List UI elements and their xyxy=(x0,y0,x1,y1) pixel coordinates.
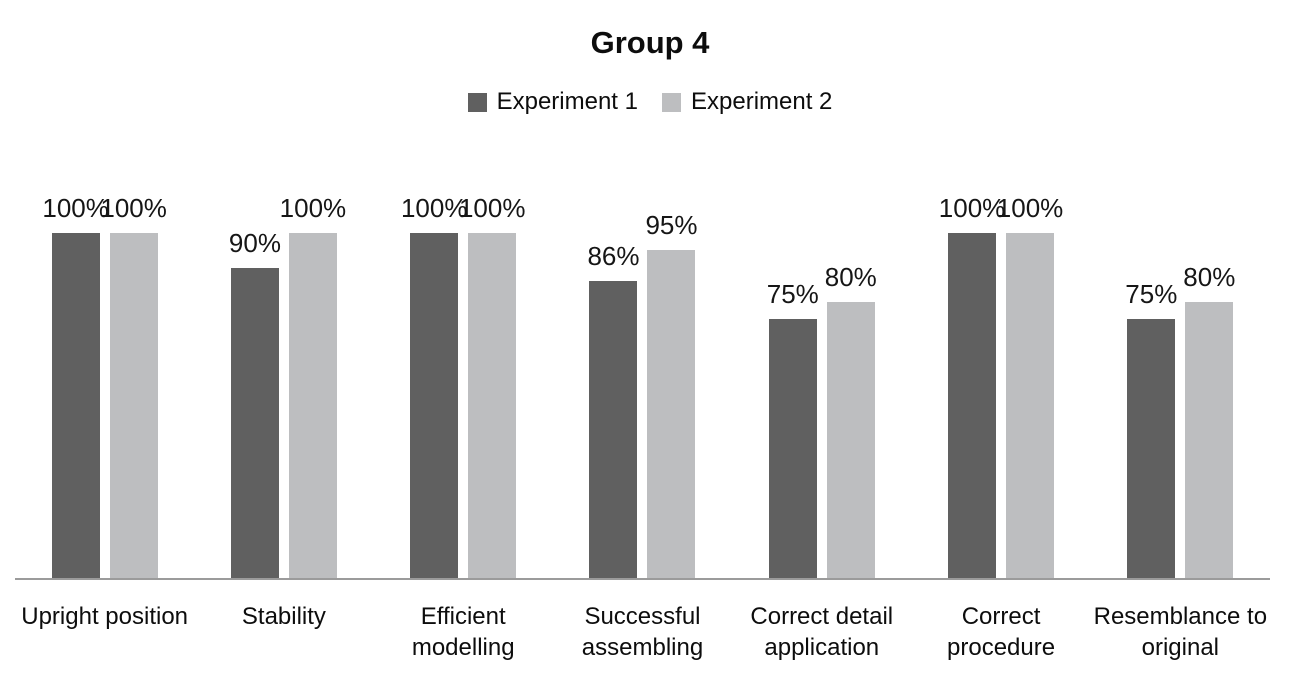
category-label-correct-procedure: Correct procedure xyxy=(947,603,1056,661)
bar-experiment-1-stability xyxy=(230,267,279,578)
category-label-efficient-modelling: Efficient modelling xyxy=(411,603,515,661)
bar-wrap-experiment-2-stability: 100% xyxy=(280,193,346,578)
bar-experiment-1-correct-procedure xyxy=(948,233,997,578)
x-axis-line xyxy=(15,578,1270,580)
legend-item-experiment-2: Experiment 2 xyxy=(662,88,832,116)
category-label-successful-assembling: Successful assembling xyxy=(581,603,704,661)
category-label-stability: Stability xyxy=(241,603,326,630)
bar-experiment-2-stability xyxy=(288,233,337,578)
bar-value-label: 75% xyxy=(766,279,819,310)
bar-experiment-1-successful-assembling xyxy=(589,281,638,578)
bar-value-label: 80% xyxy=(1183,262,1236,292)
bar-wrap-experiment-1-efficient-modelling: 100% xyxy=(401,193,467,578)
bar-value-label: 100% xyxy=(938,193,1006,223)
bar-wrap-experiment-2-correct-procedure: 100% xyxy=(997,193,1063,578)
bar-wrap-experiment-2-resemblance-to-original: 80% xyxy=(1183,262,1235,578)
bar-experiment-2-correct-detail-application xyxy=(826,302,875,578)
bar-value-label: 100% xyxy=(400,193,468,223)
category-label-upright-position: Upright position xyxy=(21,603,189,630)
bar-experiment-2-resemblance-to-original xyxy=(1185,302,1234,578)
bar-value-label: 80% xyxy=(824,262,877,292)
bar-value-label: 100% xyxy=(42,193,109,223)
bar-wrap-experiment-2-correct-detail-application: 80% xyxy=(825,262,877,578)
bar-group-correct-detail-application: 75% 80% xyxy=(732,160,911,578)
bar-experiment-1-resemblance-to-original xyxy=(1127,319,1176,578)
legend-item-experiment-1: Experiment 1 xyxy=(467,88,638,116)
bar-wrap-experiment-2-efficient-modelling: 100% xyxy=(459,193,525,578)
bar-experiment-1-efficient-modelling xyxy=(410,233,459,578)
bar-wrap-experiment-1-correct-procedure: 100% xyxy=(939,193,1005,578)
bar-experiment-2-upright-position xyxy=(109,233,158,578)
bar-value-label: 100% xyxy=(996,193,1064,223)
category-label-correct-detail-application: Correct detail application xyxy=(750,603,894,661)
bar-group-resemblance-to-original: 75% 80% xyxy=(1091,160,1270,578)
chart-legend: Experiment 1 Experiment 2 xyxy=(0,88,1300,116)
bar-experiment-1-upright-position xyxy=(51,233,100,578)
bar-value-label: 75% xyxy=(1125,279,1178,310)
bar-experiment-2-efficient-modelling xyxy=(468,233,517,578)
bar-experiment-1-correct-detail-application xyxy=(768,319,817,578)
legend-label: Experiment 1 xyxy=(496,88,638,115)
bar-wrap-experiment-2-successful-assembling: 95% xyxy=(645,210,698,578)
bar-wrap-experiment-1-resemblance-to-original: 75% xyxy=(1125,279,1177,578)
category-label-resemblance-to-original: Resemblance to original xyxy=(1093,603,1268,661)
bar-wrap-experiment-2-upright-position: 100% xyxy=(100,193,167,578)
bar-value-label: 100% xyxy=(279,193,347,223)
category-axis: Upright position Stability Efficient model… xyxy=(15,601,1270,663)
legend-label: Experiment 2 xyxy=(691,88,833,115)
bar-value-label: 86% xyxy=(587,241,640,272)
bar-wrap-experiment-1-upright-position: 100% xyxy=(42,193,109,578)
plot-area: 100% 100% 90% 100% 100% 100% 86% 95% 75% 80% 100% 1… xyxy=(15,160,1270,578)
bar-experiment-2-correct-procedure xyxy=(1006,233,1055,578)
bar-group-successful-assembling: 86% 95% xyxy=(553,160,732,578)
bar-value-label: 90% xyxy=(228,227,281,258)
bar-value-label: 100% xyxy=(458,193,526,223)
bar-group-stability: 90% 100% xyxy=(194,160,373,578)
bar-value-label: 100% xyxy=(100,193,167,223)
chart-title: Group 4 xyxy=(590,25,710,60)
bar-group-efficient-modelling: 100% 100% xyxy=(374,160,553,578)
bar-value-label: 95% xyxy=(645,210,698,241)
bar-wrap-experiment-1-successful-assembling: 86% xyxy=(587,241,640,578)
bar-experiment-2-successful-assembling xyxy=(647,250,696,578)
bar-group-correct-procedure: 100% 100% xyxy=(911,160,1090,578)
legend-swatch-experiment-1 xyxy=(467,92,487,112)
legend-swatch-experiment-2 xyxy=(662,92,681,112)
bar-wrap-experiment-1-correct-detail-application: 75% xyxy=(767,279,819,578)
bar-wrap-experiment-1-stability: 90% xyxy=(229,228,281,578)
bar-group-upright-position: 100% 100% xyxy=(15,160,194,578)
